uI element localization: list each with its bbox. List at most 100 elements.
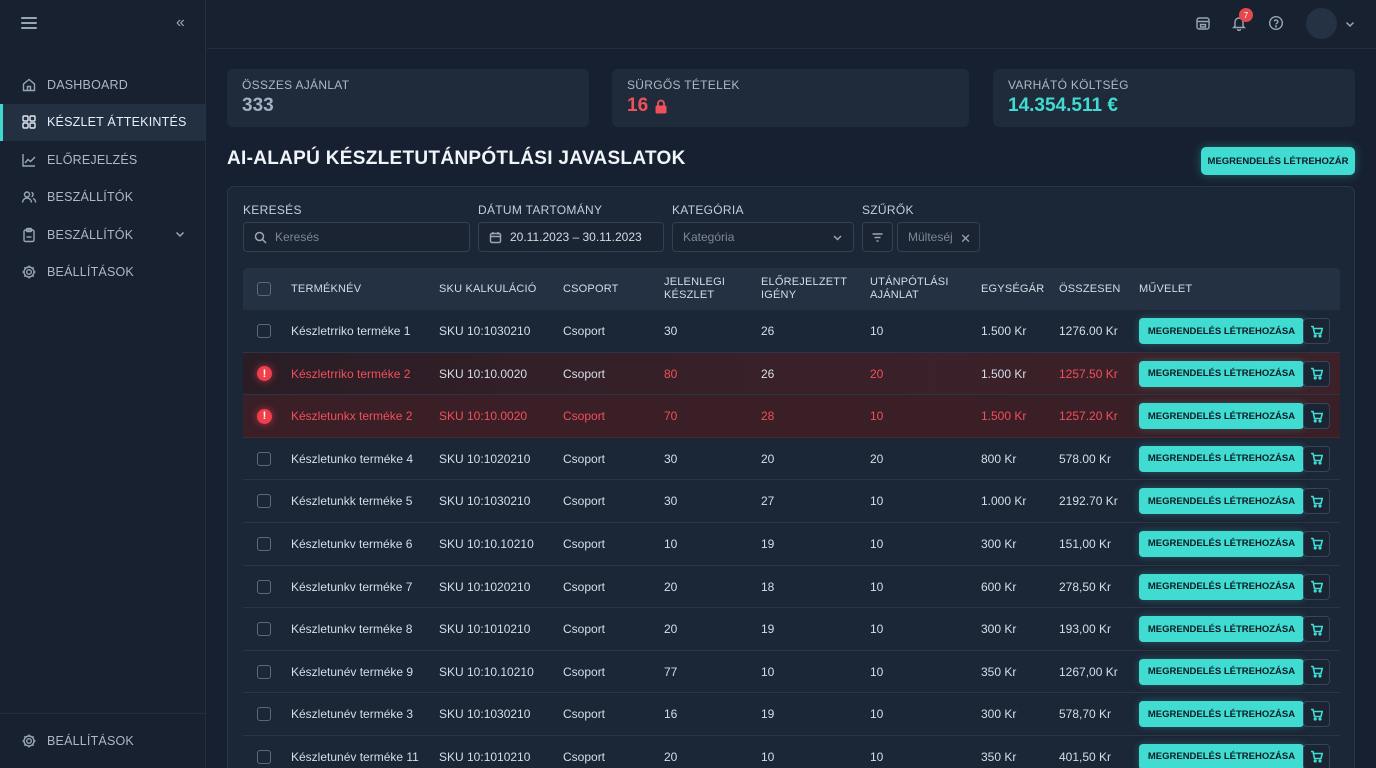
cart-icon[interactable] [1303, 616, 1330, 643]
calendar-icon[interactable] [1195, 15, 1213, 33]
sidebar-item-suppliers[interactable]: BESZÁLLÍTÓK [0, 179, 206, 217]
cart-icon[interactable] [1303, 488, 1330, 515]
row-checkbox[interactable] [257, 494, 271, 509]
cell-action: MEGRENDELÉS LÉTREHOZÁSA [1139, 693, 1330, 735]
sidebar-header: « [0, 0, 205, 48]
sidebar-item-settings-bottom[interactable]: BEÁLLÍTÁSOK [0, 714, 206, 768]
sidebar-item-inventory-overview[interactable]: KÉSZLET ÁTTEKINTÉS [0, 103, 206, 141]
stat-label: ÖSSZES AJÁNLAT [242, 78, 350, 92]
create-order-row-button[interactable]: MEGRENDELÉS LÉTREHOZÁSA [1139, 403, 1304, 430]
calendar-icon [489, 231, 502, 243]
sidebar-item-label: DASHBOARD [47, 77, 128, 92]
table-row[interactable]: Készletunkv terméke 7 SKU 10:1020210 Csopo… [243, 566, 1340, 609]
table-row[interactable]: Készletunkv terméke 6 SKU 10:10.10210 Csop… [243, 523, 1340, 566]
create-order-row-button[interactable]: MEGRENDELÉS LÉTREHOZÁSA [1139, 743, 1304, 768]
row-select-cell [257, 310, 271, 352]
table-row[interactable]: Készletunév terméke 9 SKU 10:10.10210 Csop… [243, 651, 1340, 694]
table-row[interactable]: Készletunkv terméke 8 SKU 10:1010210 Csopo… [243, 608, 1340, 651]
cart-icon[interactable] [1303, 743, 1330, 768]
table-row[interactable]: Készletrriko terméke 1 SKU 10:1030210 Csop… [243, 310, 1340, 353]
chevron-down-icon[interactable] [174, 228, 186, 243]
header-group: CSOPORT [563, 282, 619, 295]
header-unit-price: EGYSÉGÁR [981, 282, 1045, 295]
row-checkbox[interactable] [257, 324, 271, 338]
create-order-row-button[interactable]: MEGRENDELÉS LÉTREHOZÁSA [1139, 360, 1304, 387]
sidebar-item-label: BESZÁLLÍTÓK [47, 227, 134, 242]
create-order-row-button[interactable]: MEGRENDELÉS LÉTREHOZÁSA [1139, 616, 1304, 643]
cell-total: 1257.50 Kr [1059, 366, 1118, 381]
cart-icon[interactable] [1303, 530, 1330, 557]
date-range-picker[interactable]: 20.11.2023 – 30.11.2023 [478, 222, 664, 252]
cell-current-stock: 80 [664, 366, 678, 381]
lock-icon [655, 99, 667, 113]
cell-replenishment-offer: 10 [870, 324, 884, 338]
cell-total: 193,00 Kr [1059, 622, 1112, 637]
cell-group: Csoport [563, 622, 606, 637]
cart-icon[interactable] [1303, 318, 1330, 344]
select-all-checkbox[interactable] [257, 282, 271, 296]
cart-icon[interactable] [1303, 701, 1330, 728]
table-row[interactable]: Készletunkk terméke 5 SKU 10:1030210 Csopo… [243, 480, 1340, 523]
sidebar-item-label: KÉSZLET ÁTTEKINTÉS [47, 115, 187, 130]
collapse-sidebar-icon[interactable]: « [176, 14, 185, 31]
filter-chip[interactable]: Mülteséj ✕ [897, 222, 980, 252]
cell-sku: SKU 10:1030210 [439, 494, 531, 509]
create-order-row-button[interactable]: MEGRENDELÉS LÉTREHOZÁSA [1139, 573, 1304, 600]
cart-icon[interactable] [1303, 658, 1330, 685]
cell-forecast-demand: 18 [761, 579, 775, 594]
cell-replenishment-offer: 20 [870, 451, 884, 466]
sidebar-item-dashboard[interactable]: DASHBOARD [0, 66, 206, 104]
table-row[interactable]: Készletunév terméke 11 SKU 10:1010210 Csop… [243, 736, 1340, 768]
cell-product-name: Készletunko terméke 4 [291, 451, 414, 466]
sidebar-item-settings[interactable]: BEÁLLÍTÁSOK [0, 254, 206, 292]
cart-icon[interactable] [1303, 445, 1330, 472]
cart-icon[interactable] [1303, 573, 1330, 600]
filter-button[interactable] [862, 222, 893, 252]
row-checkbox[interactable] [257, 536, 271, 551]
cell-unit-price: 1.500 Kr [981, 366, 1027, 381]
cart-icon[interactable] [1303, 360, 1330, 387]
cell-total: 2192.70 Kr [1059, 494, 1118, 509]
chevron-down-icon[interactable] [1344, 17, 1356, 35]
close-icon[interactable]: ✕ [960, 231, 971, 246]
category-select[interactable]: Kategória [672, 222, 854, 252]
cell-action: MEGRENDELÉS LÉTREHOZÁSA [1139, 608, 1330, 650]
cell-current-stock: 16 [664, 707, 678, 722]
create-order-row-button[interactable]: MEGRENDELÉS LÉTREHOZÁSA [1139, 488, 1304, 515]
cell-unit-price: 350 Kr [981, 664, 1017, 679]
cell-current-stock: 20 [664, 579, 678, 594]
cell-product-name: Készletunév terméke 3 [291, 707, 414, 722]
create-order-button[interactable]: MEGRENDELÉS LÉTREHOZÁR [1201, 147, 1355, 175]
row-checkbox[interactable] [257, 622, 271, 637]
row-checkbox[interactable] [257, 749, 271, 764]
row-checkbox[interactable] [257, 664, 271, 679]
create-order-row-button[interactable]: MEGRENDELÉS LÉTREHOZÁSA [1139, 530, 1304, 557]
cell-product-name: Készletunév terméke 9 [291, 664, 414, 679]
row-checkbox[interactable] [257, 579, 271, 594]
sidebar-item-forecast[interactable]: ELŐREJELZÉS [0, 141, 206, 179]
sidebar-item-suppliers-menu[interactable]: BESZÁLLÍTÓK [0, 216, 206, 254]
create-order-row-button[interactable]: MEGRENDELÉS LÉTREHOZÁSA [1139, 701, 1304, 728]
row-checkbox[interactable] [257, 707, 271, 722]
trend-icon [20, 151, 37, 168]
create-order-row-button[interactable]: MEGRENDELÉS LÉTREHOZÁSA [1139, 445, 1304, 472]
cell-replenishment-offer: 10 [870, 579, 884, 594]
table-row[interactable]: ! Készletrriko terméke 2 SKU 10:10.0020 Cso… [243, 352, 1340, 396]
chevron-down-icon [832, 232, 843, 246]
cell-current-stock: 30 [664, 451, 678, 466]
table-row[interactable]: Készletunév terméke 3 SKU 10:1030210 Csopo… [243, 693, 1340, 736]
row-checkbox[interactable] [257, 451, 271, 466]
search-input[interactable]: Keresés [243, 222, 470, 252]
table-row[interactable]: ! Készletunkx terméke 2 SKU 10:10.0020 Csop… [243, 395, 1340, 438]
menu-icon[interactable] [21, 17, 37, 29]
stat-card-expected-cost: VARHÁTÓ KÖLTSÉG 14.354.511 € [993, 69, 1355, 127]
cell-unit-price: 600 Kr [981, 579, 1017, 594]
table-row[interactable]: Készletunko terméke 4 SKU 10:1020210 Csopo… [243, 438, 1340, 481]
create-order-row-button[interactable]: MEGRENDELÉS LÉTREHOZÁSA [1139, 658, 1304, 685]
avatar[interactable] [1306, 8, 1337, 39]
help-icon[interactable] [1268, 15, 1286, 33]
cell-forecast-demand: 26 [761, 366, 775, 381]
cart-icon[interactable] [1303, 403, 1330, 430]
create-order-row-button[interactable]: MEGRENDELÉS LÉTREHOZÁSA [1139, 318, 1304, 344]
cell-group: Csoport [563, 707, 606, 722]
